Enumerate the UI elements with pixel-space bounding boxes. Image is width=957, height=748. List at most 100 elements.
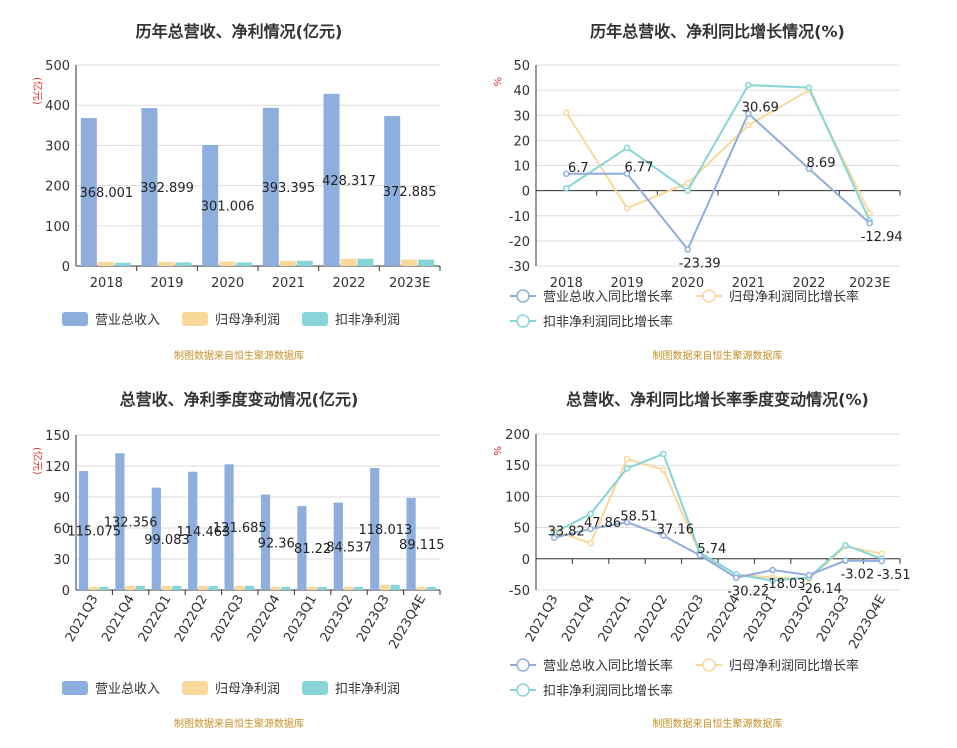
y-tick-label: 400: [45, 99, 70, 114]
legend-label: 归母净利润: [215, 682, 280, 697]
panel-annual-growth: 历年总营收、净利同比增长情况(%) -30 -20 -10 0 10 20 30 40 50% 2…: [478, 0, 957, 374]
legend-marker: [702, 658, 716, 672]
series-point: [660, 532, 667, 539]
series-line: [565, 84, 871, 222]
series-point: [684, 179, 691, 187]
legend-marker: [516, 289, 530, 303]
data-label: -26.14: [800, 582, 842, 597]
series-point: [623, 204, 631, 212]
legend-swatch: [62, 312, 88, 326]
chart-title: 历年总营收、净利同比增长情况(%): [590, 22, 845, 41]
legend-marker: [516, 314, 530, 328]
legend-label: 扣非净利润: [335, 313, 400, 328]
y-tick-label: 0: [522, 185, 530, 200]
series-point: [550, 534, 558, 541]
y-tick-label: 10: [513, 160, 530, 175]
x-tick-label: 2023Q4E: [386, 593, 429, 652]
bar-revenue: [188, 471, 198, 590]
bar-revenue: [115, 453, 125, 590]
y-tick-label: -30: [509, 260, 530, 275]
data-label: 114.463: [177, 525, 231, 540]
legend-marker: [702, 289, 716, 303]
y-tick-label: 0: [522, 553, 530, 568]
x-tick-label: 2021Q4: [559, 593, 598, 645]
bar-net-profit: [279, 260, 296, 266]
x-tick-label: 2023Q4E: [846, 593, 889, 652]
bar-revenue: [78, 471, 89, 590]
bar-net-profit: [219, 261, 236, 266]
x-tick-label: 2022Q1: [136, 593, 175, 645]
x-tick-label: 2021Q3: [63, 593, 102, 645]
data-source-note: 制图数据来自恒生聚源数据库: [174, 351, 304, 362]
y-tick-label: -50: [509, 584, 530, 599]
y-axis-unit: %: [491, 446, 502, 456]
data-label: 47.86: [584, 516, 621, 531]
series-line: [553, 521, 882, 579]
series-point: [805, 571, 813, 579]
legend-swatch: [302, 312, 328, 326]
y-tick-label: 60: [53, 522, 70, 537]
legend-label: 归母净利润同比增长率: [729, 658, 859, 674]
panel-quarterly-growth: 总营收、净利同比增长率季度变动情况(%) -50 0 50 100 150 200% 202…: [478, 374, 957, 748]
legend-label: 营业总收入同比增长率: [543, 658, 673, 674]
bar-deducted-profit: [426, 586, 437, 590]
x-tick-label: 2022Q1: [596, 593, 635, 645]
data-source-note: 制图数据来自恒生聚源数据库: [652, 351, 783, 362]
bar-deducted-profit: [208, 585, 218, 590]
y-axis-unit: (亿元): [31, 77, 44, 105]
bar-revenue: [406, 497, 416, 590]
x-tick-label: 2019: [610, 276, 643, 291]
series-point: [623, 455, 631, 463]
series-point: [684, 246, 691, 253]
bar-net-profit: [161, 585, 172, 590]
bar-net-profit: [271, 586, 281, 590]
series-point: [805, 165, 813, 173]
x-tick-label: 2018: [90, 276, 123, 291]
x-tick-label: 2019: [150, 276, 183, 291]
series-point: [563, 170, 570, 178]
y-tick-label: 40: [513, 84, 530, 99]
y-tick-label: 150: [45, 429, 70, 444]
bar-net-profit: [97, 261, 114, 266]
y-tick-label: 100: [45, 220, 70, 235]
x-tick-label: 2022Q4: [245, 593, 284, 645]
y-axis-unit: %: [491, 77, 502, 87]
bar-deducted-profit: [175, 262, 192, 266]
bar-net-profit: [401, 259, 418, 266]
bar-deducted-profit: [281, 586, 291, 590]
x-tick-label: 2023Q1: [281, 593, 320, 645]
y-tick-label: 100: [505, 490, 530, 505]
y-tick-label: 50: [513, 59, 530, 74]
series-point: [623, 144, 631, 152]
legend-label: 扣非净利润同比增长率: [543, 314, 673, 330]
bar-net-profit: [125, 585, 135, 590]
x-tick-label: 2021Q3: [523, 593, 562, 645]
bar-revenue: [262, 107, 279, 266]
y-tick-label: 0: [62, 260, 70, 275]
data-label: 121.685: [213, 521, 267, 536]
data-label: 99.083: [144, 533, 190, 548]
data-label: 8.69: [807, 156, 836, 171]
data-source-note: 制图数据来自恒生聚源数据库: [652, 719, 783, 730]
y-tick-label: 120: [45, 460, 70, 475]
bar-net-profit: [234, 585, 244, 590]
legend-label: 营业总收入: [95, 682, 160, 697]
x-tick-label: 2022Q2: [172, 593, 211, 645]
y-tick-label: 30: [53, 553, 70, 568]
bar-revenue: [370, 468, 380, 590]
bar-net-profit: [158, 261, 175, 266]
series-point: [842, 541, 849, 549]
data-label: 6.77: [625, 161, 654, 176]
bar-net-profit: [416, 586, 426, 590]
x-tick-label: 2022: [792, 276, 825, 291]
series-line: [553, 452, 883, 582]
series-point: [842, 557, 849, 564]
data-label: 37.16: [657, 523, 694, 538]
legend-swatch: [182, 312, 208, 326]
data-label: 6.7: [568, 161, 589, 176]
panel-quarterly-values: 总营收、净利季度变动情况(亿元) 0 30 60 90 120 150 (亿元) 2021Q3…: [0, 374, 478, 748]
bar-deducted-profit: [296, 260, 313, 266]
annual-growth-chart: -30 -20 -10 0 10 20 30 40 50% 2018 2019 2020 2021 202…: [491, 59, 903, 330]
data-label: 30.69: [742, 101, 779, 116]
x-tick-label: 2022: [332, 276, 365, 291]
